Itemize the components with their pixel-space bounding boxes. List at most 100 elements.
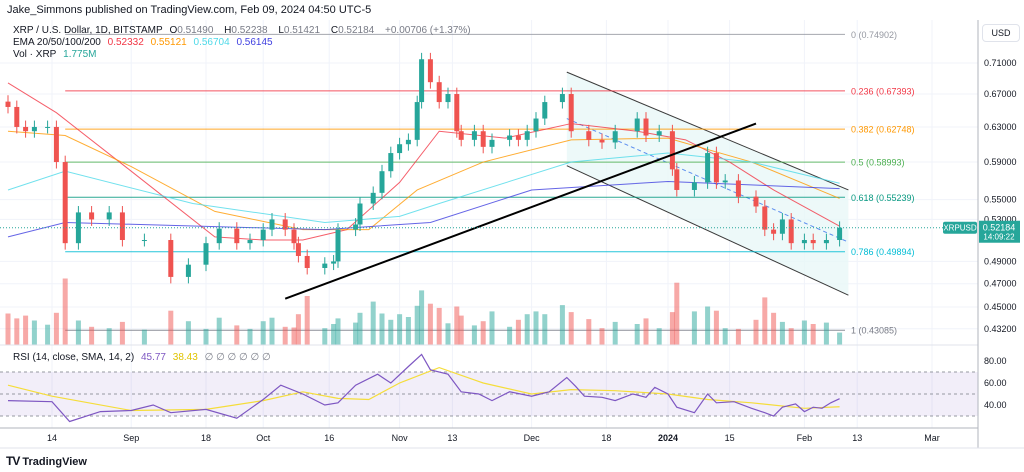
candle-body[interactable] — [568, 94, 574, 132]
candle-body[interactable] — [357, 203, 363, 225]
symbol-tag — [943, 221, 977, 234]
candle-body[interactable] — [788, 219, 794, 244]
candle-body[interactable] — [771, 229, 777, 234]
candle-body[interactable] — [436, 82, 442, 103]
ema-line-ema50[interactable] — [7, 130, 840, 231]
fib-level-label: 0.618 (0.55239) — [851, 193, 915, 203]
candle-body[interactable] — [656, 131, 662, 136]
close-label: C — [330, 25, 339, 36]
rsi-label: RSI (14, close, SMA, 14, 2) — [13, 352, 135, 363]
candle-body[interactable] — [705, 153, 711, 183]
volume-bar — [357, 312, 363, 345]
candle-body[interactable] — [353, 224, 359, 230]
candle-body[interactable] — [691, 182, 697, 190]
candle-body[interactable] — [722, 180, 728, 183]
rsi-line[interactable] — [7, 353, 840, 423]
candle-body[interactable] — [322, 263, 328, 269]
candle-body[interactable] — [119, 212, 125, 241]
fib-level-label: 0.5 (0.58993) — [851, 158, 905, 168]
candle-body[interactable] — [458, 131, 464, 140]
candle-body[interactable] — [515, 135, 521, 140]
candle-body[interactable] — [559, 94, 565, 103]
candle-body[interactable] — [454, 94, 460, 132]
candle-body[interactable] — [203, 243, 209, 265]
candle-body[interactable] — [397, 144, 403, 154]
candle-body[interactable] — [291, 229, 297, 244]
volume-bar — [586, 319, 592, 345]
ascending-trendline[interactable] — [284, 122, 757, 300]
rsi-tick-label: 60.00 — [984, 378, 1007, 388]
candle-body[interactable] — [837, 227, 843, 241]
candle-body[interactable] — [295, 243, 301, 256]
candle-body[interactable] — [753, 196, 759, 207]
candle-body[interactable] — [331, 261, 337, 264]
candle-body[interactable] — [370, 192, 376, 204]
candle-body[interactable] — [599, 139, 605, 143]
candle-body[interactable] — [414, 102, 420, 140]
rsi-pane: 80.00 60.00 40.00 — [0, 344, 1007, 423]
candle-body[interactable] — [45, 126, 51, 128]
candle-body[interactable] — [335, 229, 341, 262]
candle-body[interactable] — [31, 126, 37, 132]
candle-body[interactable] — [269, 219, 275, 230]
ema-legend[interactable]: EMA 20/50/100/200 0.52332 0.55121 0.5670… — [13, 37, 277, 48]
candle-body[interactable] — [507, 135, 513, 140]
candle-body[interactable] — [427, 59, 433, 83]
candle-body[interactable] — [53, 126, 59, 163]
candle-body[interactable] — [5, 101, 11, 107]
candle-body[interactable] — [62, 162, 68, 244]
candle-body[interactable] — [419, 59, 425, 103]
candle-body[interactable] — [405, 139, 411, 145]
candle-body[interactable] — [106, 212, 112, 220]
candle-body[interactable] — [823, 240, 829, 244]
volume-bar — [405, 317, 411, 345]
candle-body[interactable] — [634, 118, 640, 132]
volume-bar — [458, 315, 464, 345]
channel-lower-line[interactable] — [566, 165, 849, 296]
tradingview-brand[interactable]: TV TradingView — [6, 454, 87, 468]
candle-body[interactable] — [388, 153, 394, 172]
candle-body[interactable] — [643, 118, 649, 136]
candle-body[interactable] — [471, 131, 477, 140]
candle-body[interactable] — [779, 219, 785, 234]
candle-body[interactable] — [612, 131, 618, 143]
candle-body[interactable] — [234, 228, 240, 244]
volume-bar — [269, 317, 275, 345]
volume-bar — [599, 328, 605, 345]
currency-button[interactable]: USD — [982, 24, 1020, 42]
volume-label: Vol · XRP — [13, 49, 57, 60]
fib-level-label: 0.382 (0.62748) — [851, 125, 915, 135]
volume-legend[interactable]: Vol · XRP 1.775M — [13, 49, 101, 60]
candle-body[interactable] — [810, 240, 816, 244]
candle-body[interactable] — [304, 255, 310, 269]
candle-body[interactable] — [674, 169, 680, 190]
candle-body[interactable] — [542, 102, 548, 119]
candle-body[interactable] — [14, 106, 20, 127]
channel-upper-line[interactable] — [566, 71, 849, 191]
candle-body[interactable] — [669, 131, 675, 170]
candle-body[interactable] — [89, 212, 95, 220]
candle-body[interactable] — [379, 171, 385, 193]
candle-body[interactable] — [247, 240, 253, 244]
candle-body[interactable] — [524, 131, 530, 140]
candle-body[interactable] — [141, 240, 147, 242]
candle-body[interactable] — [533, 118, 539, 132]
candle-body[interactable] — [489, 139, 495, 147]
candle-body[interactable] — [735, 180, 741, 197]
candle-body[interactable] — [216, 228, 222, 244]
candle-body[interactable] — [260, 229, 266, 241]
candle-body[interactable] — [168, 240, 174, 277]
candle-body[interactable] — [801, 240, 807, 244]
candle-body[interactable] — [282, 219, 288, 230]
time-tick-label: 15 — [725, 433, 735, 443]
candle-body[interactable] — [586, 131, 592, 140]
volume-bar — [185, 321, 191, 345]
candle-body[interactable] — [480, 131, 486, 147]
candle-body[interactable] — [762, 206, 768, 230]
candle-body[interactable] — [185, 264, 191, 277]
candle-body[interactable] — [23, 126, 29, 132]
rsi-legend[interactable]: RSI (14, close, SMA, 14, 2) 45.77 38.43 … — [13, 352, 275, 363]
candle-body[interactable] — [713, 153, 719, 183]
candle-body[interactable] — [445, 94, 451, 103]
